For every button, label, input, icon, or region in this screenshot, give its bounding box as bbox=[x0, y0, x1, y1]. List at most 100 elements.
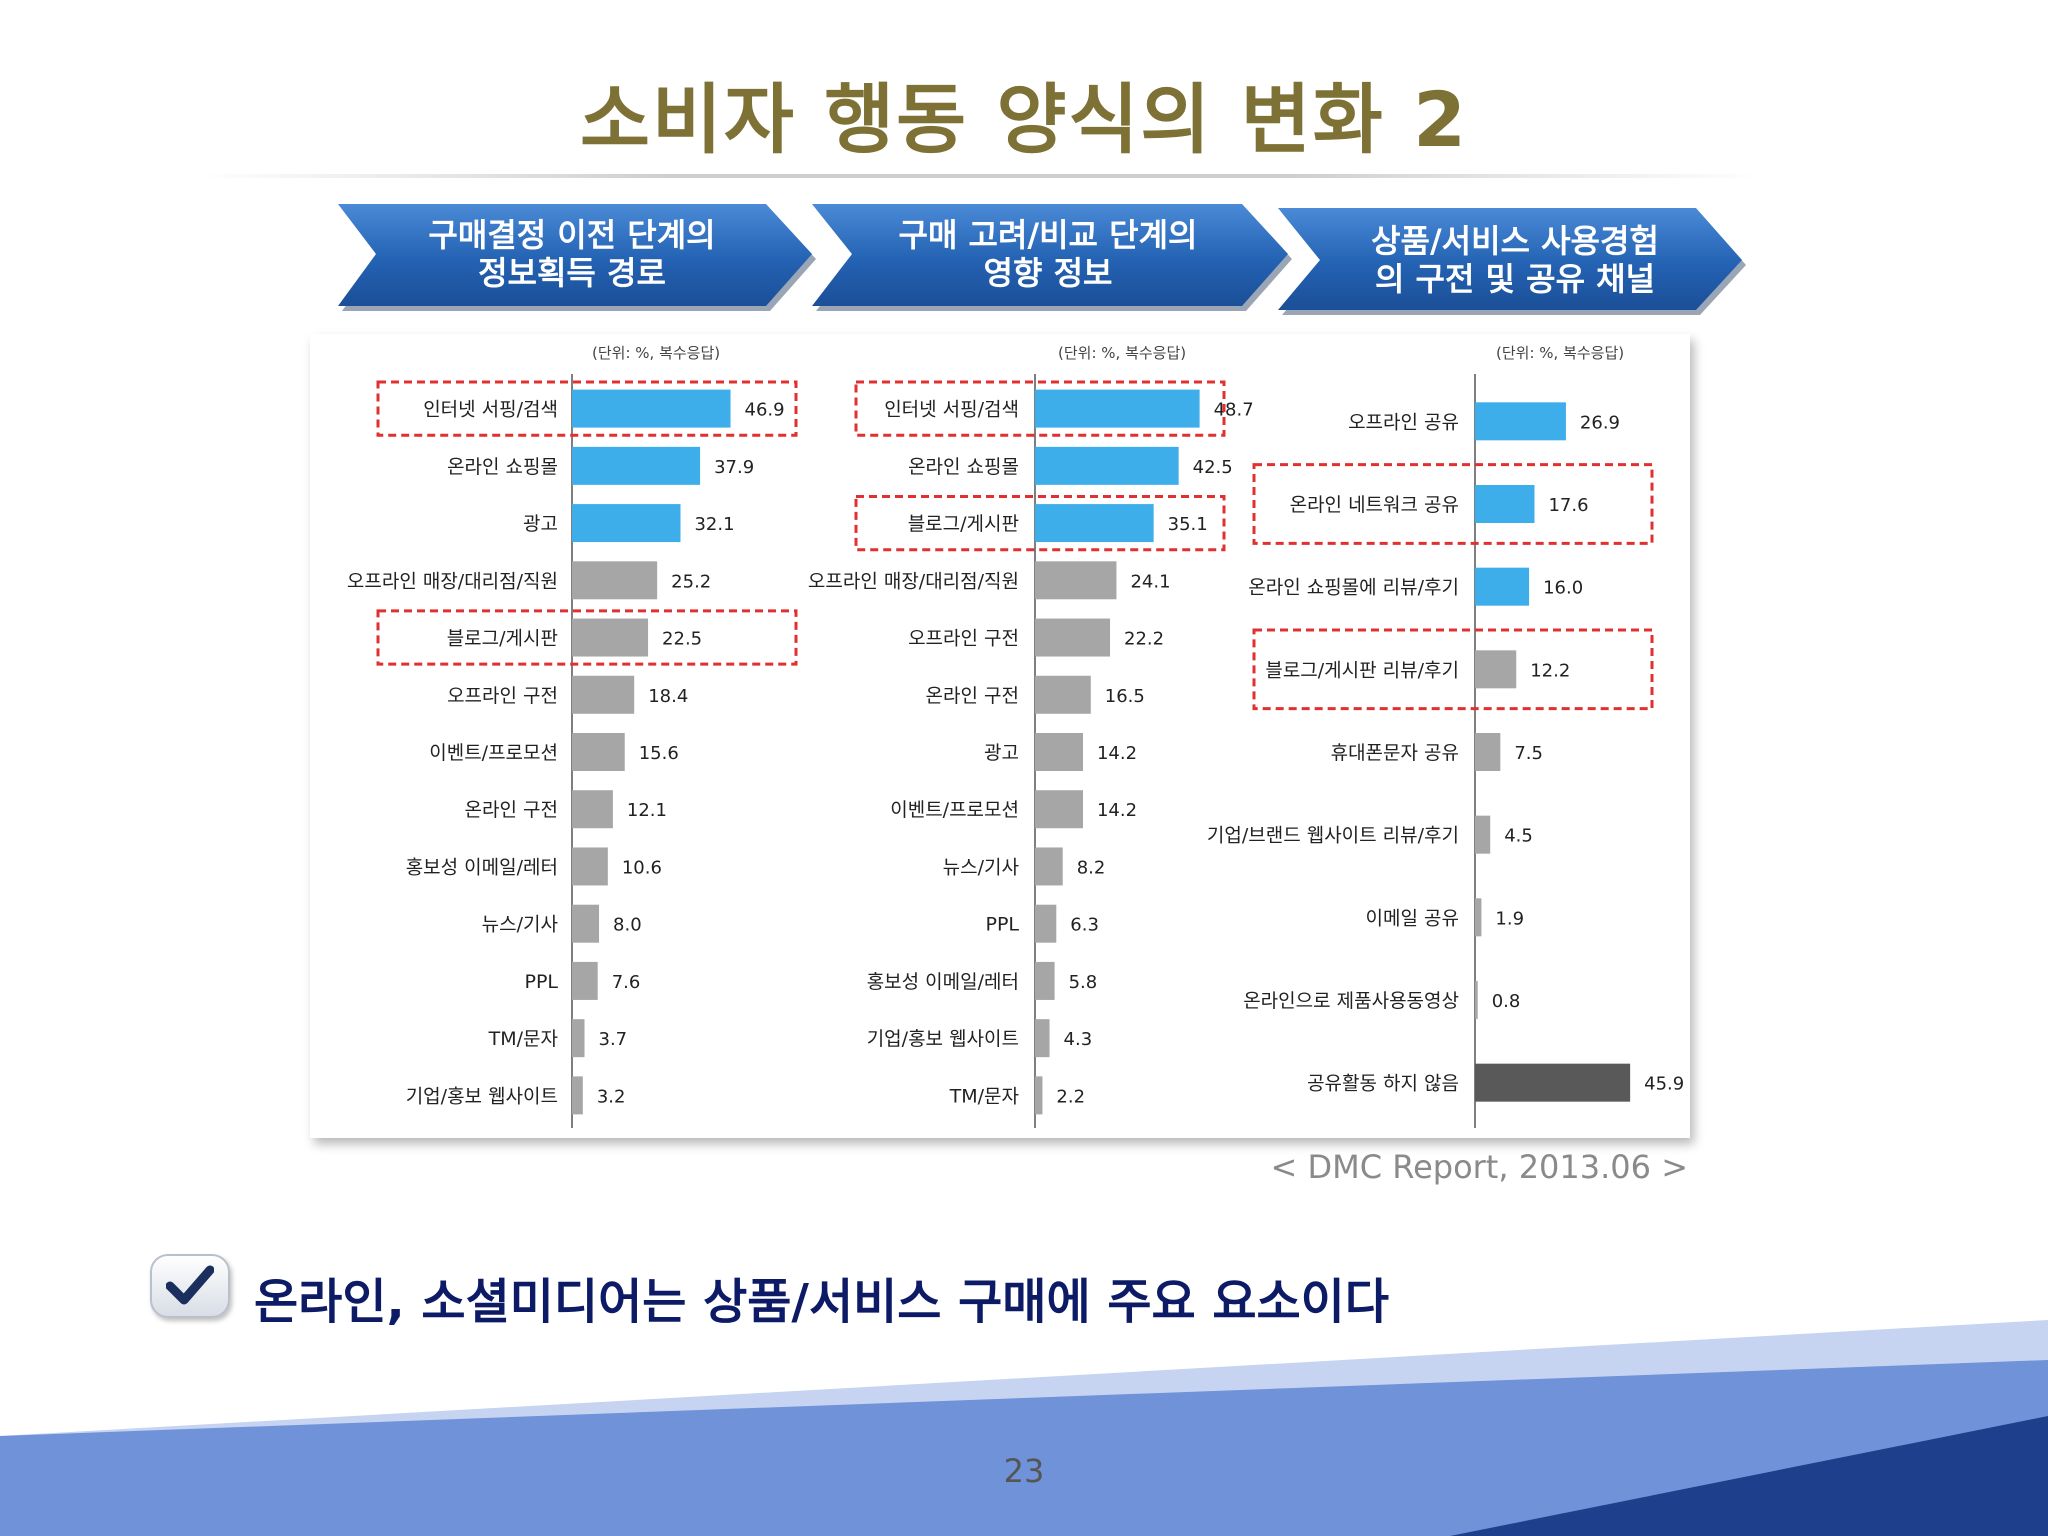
bar bbox=[572, 733, 625, 771]
value-label: 6.3 bbox=[1070, 915, 1099, 936]
value-label: 1.9 bbox=[1495, 908, 1524, 929]
stage-arrows: 구매결정 이전 단계의 정보획득 경로 구매 고려/비교 단계의 영향 정보 상… bbox=[338, 204, 1746, 315]
category-label: 인터넷 서핑/검색 bbox=[423, 399, 558, 421]
highlight-box bbox=[376, 380, 798, 437]
highlight-box bbox=[1252, 628, 1654, 711]
highlight-box bbox=[376, 609, 798, 666]
bar bbox=[1035, 446, 1179, 485]
category-label: PPL bbox=[524, 971, 558, 993]
value-label: 15.6 bbox=[639, 743, 679, 764]
slide-title: 소비자 행동 양식의 변화 2 bbox=[580, 75, 1468, 164]
value-label: 16.5 bbox=[1105, 686, 1145, 707]
category-label: 휴대폰문자 공유 bbox=[1331, 742, 1459, 764]
category-label: 홍보성 이메일/레터 bbox=[406, 856, 558, 878]
bottom-decoration bbox=[0, 1320, 2048, 1536]
bar-charts: (단위: %, 복수응답) 인터넷 서핑/검색 46.9 온라인 쇼핑몰 37.9 광고 3… bbox=[347, 344, 1684, 1128]
unit-note-2: (단위: %, 복수응답) bbox=[1058, 344, 1186, 362]
bar bbox=[1475, 402, 1566, 441]
category-label: 온라인 구전 bbox=[926, 685, 1019, 707]
category-label: 온라인 쇼핑몰 bbox=[908, 456, 1019, 478]
category-label: 공유활동 하지 않음 bbox=[1307, 1073, 1459, 1095]
value-label: 18.4 bbox=[648, 686, 688, 707]
stage-arrow-3: 상품/서비스 사용경험 의 구전 및 공유 채널 bbox=[1278, 208, 1746, 315]
category-label: 기업/브랜드 웹사이트 리뷰/후기 bbox=[1207, 825, 1459, 847]
category-label: 블로그/게시판 bbox=[908, 513, 1019, 535]
value-label: 5.8 bbox=[1069, 972, 1098, 993]
bar bbox=[1475, 485, 1535, 523]
conclusion-text: 온라인, 소셜미디어는 상품/서비스 구매에 주요 요소이다 bbox=[254, 1274, 1390, 1330]
category-label: 오프라인 구전 bbox=[908, 628, 1019, 650]
category-label: 인터넷 서핑/검색 bbox=[884, 399, 1019, 421]
category-label: 오프라인 구전 bbox=[447, 685, 558, 707]
bar bbox=[1035, 618, 1111, 657]
value-label: 3.2 bbox=[597, 1086, 626, 1107]
value-label: 46.9 bbox=[745, 400, 785, 421]
value-label: 16.0 bbox=[1543, 578, 1583, 599]
bar bbox=[1035, 847, 1063, 886]
value-label: 4.3 bbox=[1064, 1029, 1093, 1050]
bar bbox=[572, 790, 613, 829]
value-label: 17.6 bbox=[1548, 495, 1588, 516]
value-label: 26.9 bbox=[1580, 412, 1620, 433]
bar bbox=[1475, 650, 1517, 689]
stage-1-line1: 구매결정 이전 단계의 bbox=[428, 216, 715, 254]
value-label: 2.2 bbox=[1056, 1086, 1085, 1107]
value-label: 8.0 bbox=[613, 915, 642, 936]
category-label: 기업/홍보 웹사이트 bbox=[406, 1085, 558, 1107]
category-label: 오프라인 매장/대리점/직원 bbox=[808, 570, 1019, 592]
stage-2-line1: 구매 고려/비교 단계의 bbox=[899, 216, 1198, 254]
category-label: 이벤트/프로모션 bbox=[890, 799, 1019, 821]
bar bbox=[572, 504, 681, 543]
value-label: 35.1 bbox=[1168, 514, 1208, 535]
category-label: 광고 bbox=[984, 742, 1019, 764]
bar bbox=[572, 1076, 583, 1115]
value-label: 8.2 bbox=[1077, 857, 1106, 878]
bar bbox=[1035, 675, 1091, 714]
value-label: 14.2 bbox=[1097, 743, 1137, 764]
value-label: 12.1 bbox=[627, 800, 667, 821]
unit-note-1: (단위: %, 복수응답) bbox=[592, 344, 720, 362]
chart-panel: (단위: %, 복수응답) 인터넷 서핑/검색 46.9 온라인 쇼핑몰 37.9 광고 3… bbox=[310, 334, 1690, 1138]
category-label: TM/문자 bbox=[488, 1028, 558, 1050]
bar bbox=[572, 904, 600, 943]
bar bbox=[572, 675, 635, 714]
stage-arrow-1: 구매결정 이전 단계의 정보획득 경로 bbox=[338, 204, 816, 311]
value-label: 42.5 bbox=[1193, 457, 1233, 478]
bar bbox=[572, 561, 658, 600]
category-label: 이벤트/프로모션 bbox=[429, 742, 558, 764]
bar bbox=[1475, 567, 1530, 606]
category-label: TM/문자 bbox=[949, 1085, 1019, 1107]
value-label: 14.2 bbox=[1097, 800, 1137, 821]
value-label: 25.2 bbox=[671, 571, 711, 592]
bar bbox=[1035, 1019, 1050, 1058]
category-label: 기업/홍보 웹사이트 bbox=[867, 1028, 1019, 1050]
value-label: 12.2 bbox=[1530, 660, 1570, 681]
category-label: 온라인으로 제품사용동영상 bbox=[1243, 990, 1459, 1012]
stage-3-line1: 상품/서비스 사용경험 bbox=[1371, 222, 1659, 260]
bar bbox=[1475, 981, 1478, 1019]
value-label: 22.5 bbox=[662, 629, 702, 650]
value-label: 3.7 bbox=[599, 1029, 628, 1050]
category-label: 온라인 구전 bbox=[465, 799, 558, 821]
bar bbox=[572, 847, 608, 886]
value-label: 7.5 bbox=[1514, 743, 1543, 764]
category-label: 광고 bbox=[523, 513, 558, 535]
category-label: 블로그/게시판 리뷰/후기 bbox=[1265, 659, 1459, 681]
highlight-box bbox=[854, 380, 1226, 437]
value-label: 45.9 bbox=[1644, 1074, 1684, 1095]
bar bbox=[1475, 733, 1501, 771]
bar bbox=[1035, 733, 1083, 771]
bar bbox=[1035, 389, 1200, 428]
category-label: 온라인 네트워크 공유 bbox=[1290, 494, 1459, 516]
stage-arrow-2: 구매 고려/비교 단계의 영향 정보 bbox=[812, 204, 1292, 311]
unit-note-3: (단위: %, 복수응답) bbox=[1496, 344, 1624, 362]
bar bbox=[1475, 898, 1482, 937]
value-label: 32.1 bbox=[694, 514, 734, 535]
stage-1-line2: 정보획득 경로 bbox=[478, 254, 666, 292]
bar bbox=[1035, 961, 1055, 1000]
highlight-box bbox=[854, 494, 1226, 552]
category-label: 온라인 쇼핑몰에 리뷰/후기 bbox=[1248, 577, 1459, 599]
bar bbox=[1035, 504, 1154, 543]
category-label: 이메일 공유 bbox=[1366, 907, 1459, 929]
value-label: 4.5 bbox=[1504, 826, 1533, 847]
